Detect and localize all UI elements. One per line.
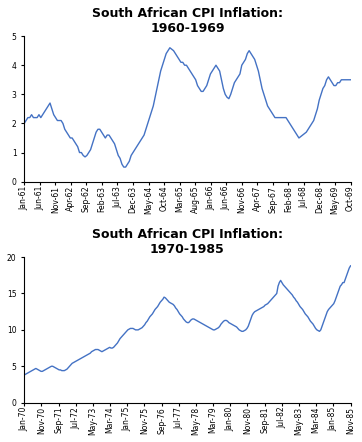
- Title: South African CPI Inflation:
1970-1985: South African CPI Inflation: 1970-1985: [92, 228, 283, 256]
- Title: South African CPI Inflation:
1960-1969: South African CPI Inflation: 1960-1969: [92, 7, 283, 35]
